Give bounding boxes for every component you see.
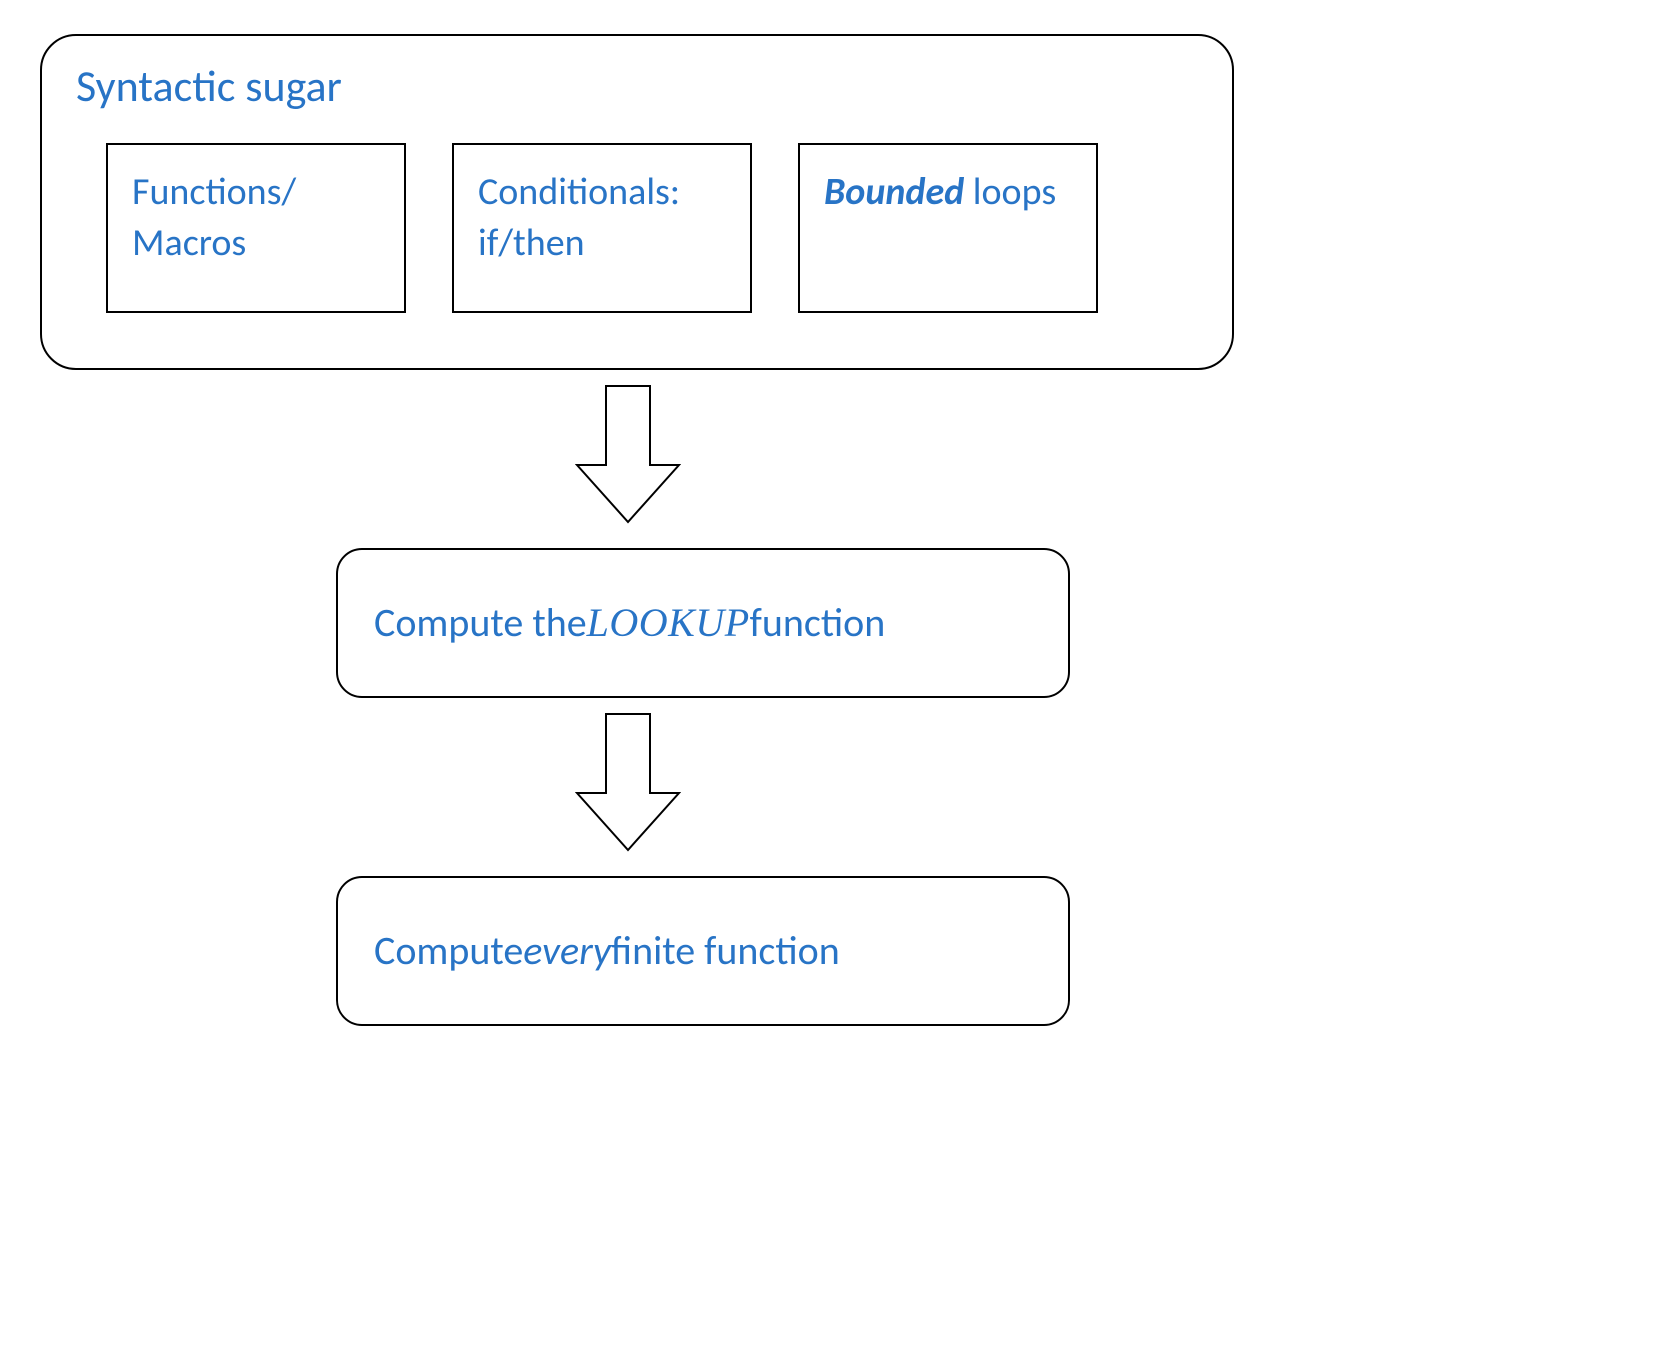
box2-line2: if/then: [478, 220, 585, 266]
inner-boxes-row: Functions/ Macros Conditionals: if/then …: [42, 113, 1232, 353]
bot-italic: every: [523, 925, 611, 977]
mid-pre: Compute the: [374, 597, 587, 649]
arrow-1: [575, 384, 681, 524]
bot-post: finite function: [611, 925, 840, 977]
compute-every-box: Compute every finite function: [336, 876, 1070, 1026]
box3-rest: loops: [964, 169, 1056, 215]
box-bounded-loops: Bounded loops: [798, 143, 1098, 313]
box3-strong: Bounded: [824, 169, 964, 215]
down-arrow-icon: [575, 712, 681, 852]
arrow-2: [575, 712, 681, 852]
mid-post: function: [750, 597, 886, 649]
syntactic-sugar-container: Syntactic sugar Functions/ Macros Condit…: [40, 34, 1234, 370]
container-title: Syntactic sugar: [42, 36, 1232, 113]
down-arrow-icon: [575, 384, 681, 524]
box-functions-macros: Functions/ Macros: [106, 143, 406, 313]
mid-lookup: LOOKUP: [587, 597, 750, 649]
bot-pre: Compute: [374, 925, 523, 977]
box2-line1: Conditionals:: [478, 169, 680, 215]
box1-line2: Macros: [132, 220, 246, 266]
box1-line1: Functions/: [132, 169, 296, 215]
compute-lookup-box: Compute the LOOKUP function: [336, 548, 1070, 698]
box-conditionals: Conditionals: if/then: [452, 143, 752, 313]
